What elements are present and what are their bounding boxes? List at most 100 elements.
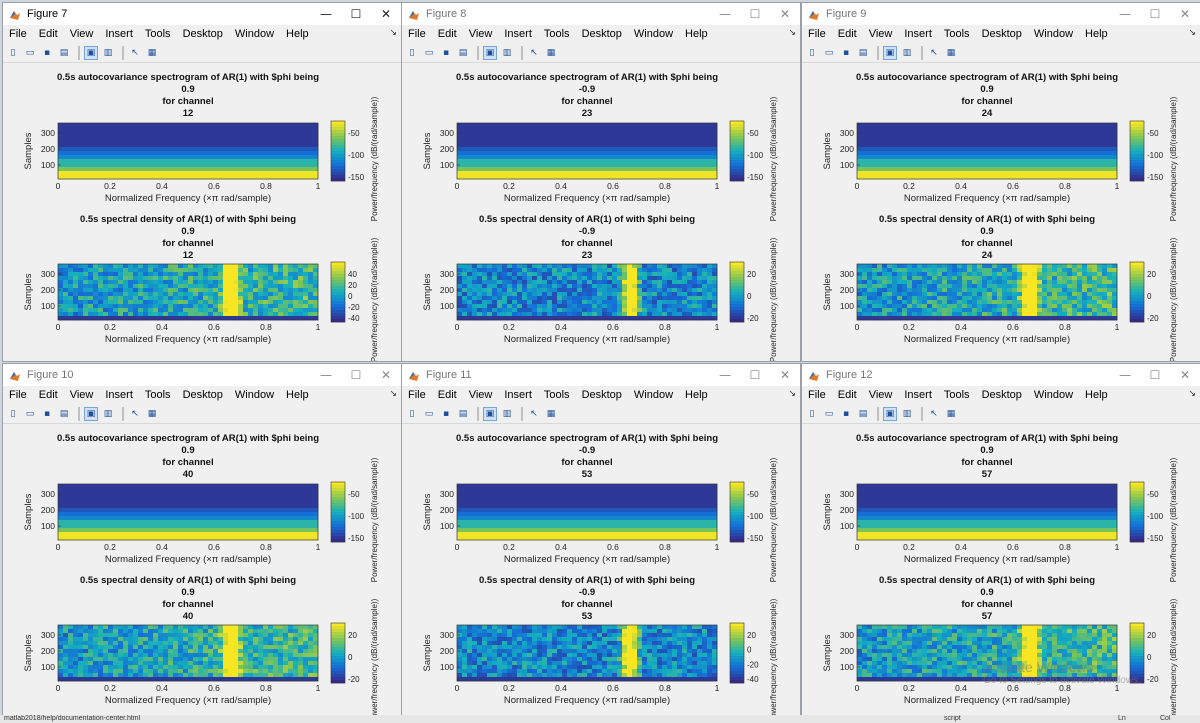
menu-item-file[interactable]: File xyxy=(9,389,27,401)
property-inspector-icon[interactable]: ▦ xyxy=(147,408,157,419)
edit-plot-icon[interactable]: ↖ xyxy=(131,408,139,419)
edit-plot-icon[interactable]: ↖ xyxy=(930,47,938,58)
title-bar[interactable]: Figure 12— ☐ ✕ xyxy=(802,364,1200,386)
menu-item-file[interactable]: File xyxy=(808,28,826,40)
menu-item-edit[interactable]: Edit xyxy=(837,389,857,401)
maximize-button[interactable]: ☐ xyxy=(1149,7,1161,21)
menu-item-file[interactable]: File xyxy=(408,28,426,40)
menu-item-tools[interactable]: Tools xyxy=(144,28,171,40)
minimize-button[interactable]: — xyxy=(719,7,731,21)
open-file-icon[interactable]: ▭ xyxy=(25,47,35,58)
menu-item-view[interactable]: View xyxy=(868,28,893,40)
title-bar[interactable]: Figure 10— ☐ ✕ xyxy=(3,364,401,386)
save-icon[interactable]: ▪ xyxy=(442,47,450,58)
dock-arrow-icon[interactable]: ↘ xyxy=(1188,388,1196,398)
new-figure-icon[interactable]: ▯ xyxy=(409,47,415,58)
insert-colorbar-icon[interactable]: ▥ xyxy=(103,47,113,58)
menu-item-window[interactable]: Window xyxy=(1033,389,1074,401)
open-file-icon[interactable]: ▭ xyxy=(25,408,35,419)
menu-item-file[interactable]: File xyxy=(9,28,27,40)
maximize-button[interactable]: ☐ xyxy=(350,7,362,21)
insert-colorbar-icon[interactable]: ▥ xyxy=(103,408,113,419)
open-file-icon[interactable]: ▭ xyxy=(424,47,434,58)
title-bar[interactable]: Figure 7— ☐ ✕ xyxy=(3,3,401,25)
new-figure-icon[interactable]: ▯ xyxy=(10,408,16,419)
insert-colorbar-icon[interactable]: ▥ xyxy=(902,47,912,58)
figure-window[interactable]: Figure 10— ☐ ✕ File Edit View Insert Tools Deskt… xyxy=(2,363,402,723)
menu-item-desktop[interactable]: Desktop xyxy=(981,389,1022,401)
figure-window[interactable]: Figure 9— ☐ ✕ File Edit View Insert Tools Deskto… xyxy=(801,2,1200,362)
insert-colorbar-icon[interactable]: ▥ xyxy=(502,408,512,419)
menu-item-window[interactable]: Window xyxy=(1033,28,1074,40)
menu-item-tools[interactable]: Tools xyxy=(543,28,570,40)
menu-item-insert[interactable]: Insert xyxy=(105,389,133,401)
menu-item-tools[interactable]: Tools xyxy=(144,389,171,401)
title-bar[interactable]: Figure 11— ☐ ✕ xyxy=(402,364,800,386)
figure-window[interactable]: Figure 8— ☐ ✕ File Edit View Insert Tools Deskto… xyxy=(401,2,801,362)
edit-plot-icon[interactable]: ↖ xyxy=(530,47,538,58)
menu-item-file[interactable]: File xyxy=(408,389,426,401)
insert-colorbar-icon[interactable]: ▥ xyxy=(902,408,912,419)
minimize-button[interactable]: — xyxy=(320,368,332,382)
new-figure-icon[interactable]: ▯ xyxy=(10,47,16,58)
maximize-button[interactable]: ☐ xyxy=(1149,368,1161,382)
save-icon[interactable]: ▪ xyxy=(842,47,850,58)
menu-item-desktop[interactable]: Desktop xyxy=(981,28,1022,40)
menu-item-help[interactable]: Help xyxy=(1085,389,1108,401)
menu-item-edit[interactable]: Edit xyxy=(437,389,457,401)
menu-item-view[interactable]: View xyxy=(868,389,893,401)
menu-item-desktop[interactable]: Desktop xyxy=(581,28,622,40)
insert-colorbar-icon[interactable]: ▥ xyxy=(502,47,512,58)
open-file-icon[interactable]: ▭ xyxy=(824,408,834,419)
figure-window[interactable]: Figure 12— ☐ ✕ File Edit View Insert Tools Deskt… xyxy=(801,363,1200,723)
property-inspector-icon[interactable]: ▦ xyxy=(546,408,556,419)
link-plot-icon[interactable]: ▣ xyxy=(483,45,497,60)
print-icon[interactable]: ▤ xyxy=(59,408,69,419)
menu-item-view[interactable]: View xyxy=(468,28,493,40)
save-icon[interactable]: ▪ xyxy=(43,408,51,419)
dock-arrow-icon[interactable]: ↘ xyxy=(389,388,397,398)
save-icon[interactable]: ▪ xyxy=(842,408,850,419)
menu-item-insert[interactable]: Insert xyxy=(504,389,532,401)
menu-item-tools[interactable]: Tools xyxy=(943,28,970,40)
menu-item-help[interactable]: Help xyxy=(286,28,309,40)
property-inspector-icon[interactable]: ▦ xyxy=(147,47,157,58)
minimize-button[interactable]: — xyxy=(1119,7,1131,21)
link-plot-icon[interactable]: ▣ xyxy=(483,406,497,421)
menu-item-help[interactable]: Help xyxy=(1085,28,1108,40)
menu-item-edit[interactable]: Edit xyxy=(38,28,58,40)
print-icon[interactable]: ▤ xyxy=(858,408,868,419)
close-button[interactable]: ✕ xyxy=(380,7,392,21)
property-inspector-icon[interactable]: ▦ xyxy=(946,47,956,58)
save-icon[interactable]: ▪ xyxy=(442,408,450,419)
menu-item-insert[interactable]: Insert xyxy=(904,389,932,401)
menu-item-insert[interactable]: Insert xyxy=(504,28,532,40)
minimize-button[interactable]: — xyxy=(1119,368,1131,382)
menu-item-help[interactable]: Help xyxy=(286,389,309,401)
menu-item-insert[interactable]: Insert xyxy=(904,28,932,40)
menu-item-view[interactable]: View xyxy=(69,28,94,40)
menu-item-tools[interactable]: Tools xyxy=(943,389,970,401)
title-bar[interactable]: Figure 9— ☐ ✕ xyxy=(802,3,1200,25)
menu-item-edit[interactable]: Edit xyxy=(837,28,857,40)
link-plot-icon[interactable]: ▣ xyxy=(883,45,897,60)
dock-arrow-icon[interactable]: ↘ xyxy=(1188,27,1196,37)
menu-item-desktop[interactable]: Desktop xyxy=(581,389,622,401)
open-file-icon[interactable]: ▭ xyxy=(824,47,834,58)
menu-item-window[interactable]: Window xyxy=(234,28,275,40)
dock-arrow-icon[interactable]: ↘ xyxy=(389,27,397,37)
menu-item-tools[interactable]: Tools xyxy=(543,389,570,401)
menu-item-window[interactable]: Window xyxy=(633,389,674,401)
menu-item-desktop[interactable]: Desktop xyxy=(182,389,223,401)
print-icon[interactable]: ▤ xyxy=(458,408,468,419)
menu-item-help[interactable]: Help xyxy=(685,389,708,401)
print-icon[interactable]: ▤ xyxy=(858,47,868,58)
maximize-button[interactable]: ☐ xyxy=(749,368,761,382)
link-plot-icon[interactable]: ▣ xyxy=(84,406,98,421)
menu-item-file[interactable]: File xyxy=(808,389,826,401)
open-file-icon[interactable]: ▭ xyxy=(424,408,434,419)
close-button[interactable]: ✕ xyxy=(1179,7,1191,21)
dock-arrow-icon[interactable]: ↘ xyxy=(788,27,796,37)
property-inspector-icon[interactable]: ▦ xyxy=(946,408,956,419)
title-bar[interactable]: Figure 8— ☐ ✕ xyxy=(402,3,800,25)
